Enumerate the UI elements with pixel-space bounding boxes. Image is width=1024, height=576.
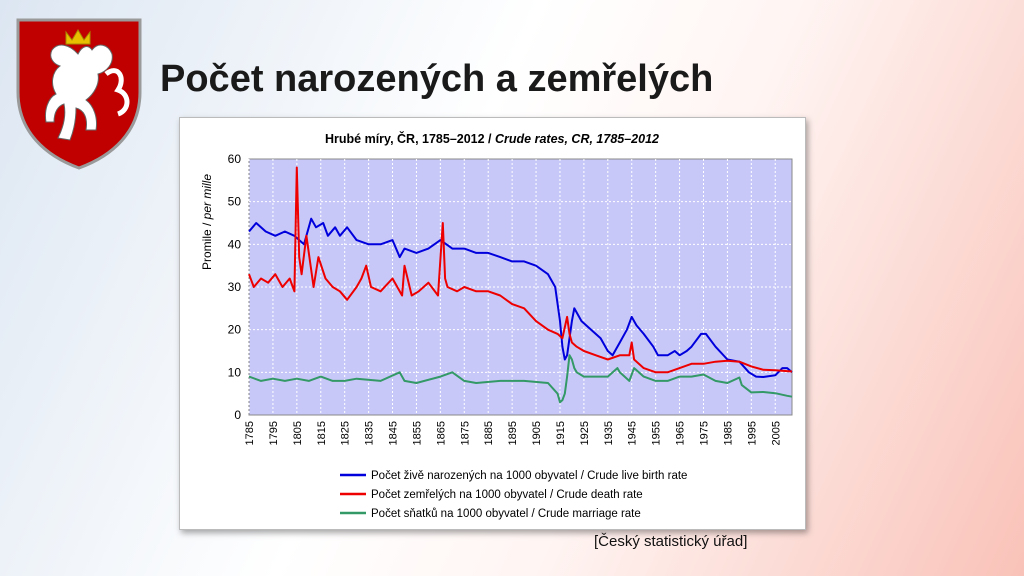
- x-tick-label: 1955: [651, 421, 663, 445]
- y-tick-label: 40: [228, 237, 242, 251]
- series-line-birth-rate: [248, 217, 793, 378]
- coat-of-arms-logo: [16, 18, 142, 170]
- x-tick-label: 1945: [627, 421, 639, 445]
- x-tick-label: 1815: [316, 421, 328, 445]
- source-citation: [Český statistický úřad]: [594, 533, 748, 550]
- y-axis-label-cs: Promile /: [200, 219, 214, 270]
- x-tick-label: 1895: [507, 421, 519, 445]
- x-tick-label: 1825: [340, 421, 352, 445]
- legend-label-birth-rate: Počet živě narozených na 1000 obyvatel /…: [371, 470, 687, 482]
- x-tick-label: 1905: [531, 421, 543, 445]
- y-tick-label: 0: [234, 408, 241, 422]
- chart-title-cs: Hrubé míry, ČR, 1785–2012 /: [325, 131, 495, 146]
- slide-title: Počet narozených a zemřelých: [160, 58, 714, 100]
- y-tick-label: 60: [228, 152, 242, 166]
- x-tick-label: 1975: [698, 421, 710, 445]
- x-tick-label: 1865: [435, 421, 447, 445]
- x-tick-labels: 1785 1795 1805 1815 1825 1835 1845 1855 1865 1875…: [244, 421, 782, 445]
- x-tick-label: 1995: [746, 421, 758, 445]
- x-tick-label: 1805: [292, 421, 304, 445]
- x-tick-label: 1875: [459, 421, 471, 445]
- x-tick-label: 1965: [675, 421, 687, 445]
- y-axis-label-en: per mille: [200, 174, 214, 221]
- y-tick-label: 20: [228, 323, 242, 337]
- x-tick-label: 1795: [268, 421, 280, 445]
- grid-lines: [248, 159, 792, 415]
- x-tick-label: 1985: [722, 421, 734, 445]
- x-tick-label: 1845: [388, 421, 400, 445]
- x-tick-label: 1885: [483, 421, 495, 445]
- x-tick-label: 1835: [364, 421, 376, 445]
- chart-title: Hrubé míry, ČR, 1785–2012 / Crude rates,…: [325, 131, 659, 146]
- legend: Počet živě narozených na 1000 obyvatel /…: [340, 470, 687, 520]
- chart-frame: Hrubé míry, ČR, 1785–2012 / Crude rates,…: [179, 117, 806, 530]
- y-tick-labels: 0 10 20 30 40 50 60: [228, 152, 242, 422]
- y-tick-label: 10: [228, 365, 242, 379]
- x-tick-label: 1785: [244, 421, 256, 445]
- x-tick-label: 1855: [411, 421, 423, 445]
- line-chart: Hrubé míry, ČR, 1785–2012 / Crude rates,…: [200, 131, 793, 520]
- series-line-death-rate: [248, 166, 793, 374]
- y-tick-label: 50: [228, 195, 242, 209]
- x-tick-label: 2005: [770, 421, 782, 445]
- chart-title-en: Crude rates, CR, 1785–2012: [495, 132, 659, 146]
- y-axis-label: Promile / per mille: [200, 174, 214, 270]
- x-tick-label: 1915: [555, 421, 567, 445]
- legend-label-death-rate: Počet zemřelých na 1000 obyvatel / Crude…: [371, 489, 643, 501]
- series-lines: [248, 166, 793, 404]
- x-tick-label: 1935: [603, 421, 615, 445]
- series-line-marriage-rate: [248, 354, 793, 404]
- y-tick-label: 30: [228, 280, 242, 294]
- legend-label-marriage-rate: Počet sňatků na 1000 obyvatel / Crude ma…: [371, 508, 641, 520]
- x-tick-label: 1925: [579, 421, 591, 445]
